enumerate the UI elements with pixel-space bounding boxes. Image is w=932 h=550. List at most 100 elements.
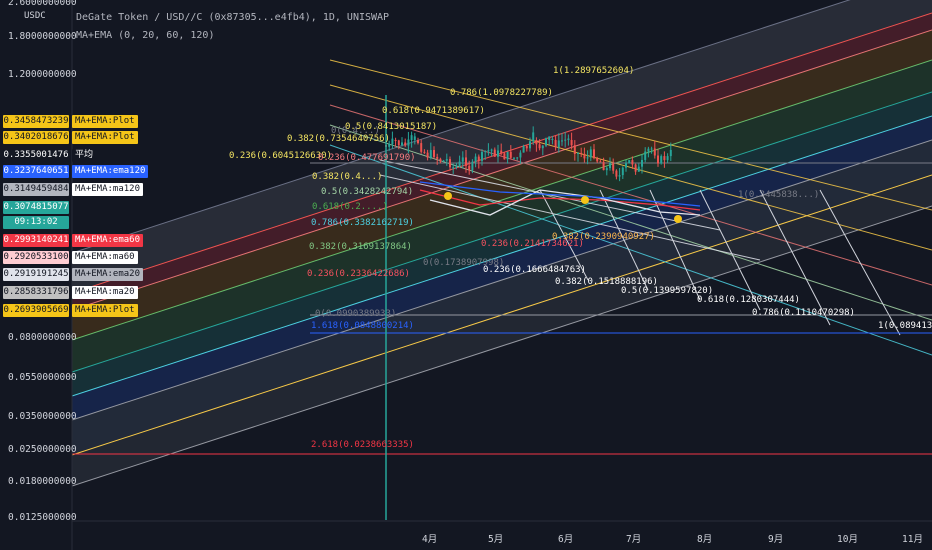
candle-body (641, 159, 643, 167)
candle-body (439, 158, 442, 162)
candle-body (426, 152, 429, 158)
candle-body (522, 146, 525, 153)
fib-retracement-label: 0.618(0.9471389617) (382, 106, 485, 116)
candle-body (567, 138, 570, 140)
candle-body (452, 167, 455, 169)
fib-retracement-label: 0.786(1.0978227789) (450, 88, 553, 98)
candle-body (548, 136, 551, 140)
x-axis-label: 10月 (837, 534, 858, 545)
candle-body (519, 152, 522, 158)
candle-body (535, 140, 538, 145)
candle-body (433, 150, 435, 157)
fan-line (329, 104, 932, 286)
signal-dot (444, 192, 452, 200)
signal-dot (674, 215, 682, 223)
candle-body (577, 152, 579, 154)
fan-line (329, 84, 932, 251)
price-badge: 0.2919191245 (3, 268, 69, 281)
fib-retracement-label: 0(0.0990389933) (315, 309, 397, 319)
candle-body (570, 140, 573, 146)
x-axis-label: 4月 (422, 534, 438, 545)
fib-retracement-label: 0.382(0.4...) (312, 172, 383, 182)
indicator-legend[interactable]: MA+EMA (0, 20, 60, 120) (76, 30, 215, 41)
price-badge-label: MA+EMA:Plot (72, 131, 138, 144)
candle-body (596, 158, 599, 162)
fib-horizontal-lines (72, 162, 932, 455)
fib-retracement-label: 2.618(0.0238663335) (311, 440, 414, 450)
unit-label: USDC (24, 11, 46, 21)
candle-body (618, 175, 621, 177)
fan-tick (819, 189, 901, 336)
candle-body (525, 146, 528, 149)
channel-band (72, 12, 932, 310)
candle-body (529, 141, 531, 149)
candle-body (394, 140, 397, 141)
chart-title[interactable]: DeGate Token / USD//C (0x87305...e4fb4),… (76, 12, 390, 23)
x-axis-label: 6月 (558, 534, 574, 545)
candle-body (497, 150, 499, 157)
candle-body (391, 138, 394, 145)
y-axis-label: 1.2000000000 (8, 69, 77, 80)
fib-fan-label: 0.786(0.1110470298) (752, 308, 855, 318)
candle-body (509, 151, 512, 158)
candle-body (615, 170, 618, 177)
fib-retracement-label: 0.236(0.477691790) (318, 153, 416, 163)
fib-retracement-label: 0.786(0.3382162719) (311, 218, 414, 228)
fib-retracement-label: 0(0.4...) (331, 126, 380, 136)
price-badge: 0.3458473239 (3, 115, 69, 128)
moving-average-lines (419, 181, 701, 223)
candle-body (551, 138, 554, 140)
fib-fan-label: 0.382(0.1518888196) (555, 277, 658, 287)
candle-body (490, 149, 493, 151)
candle-body (388, 144, 391, 147)
ma-line (419, 189, 701, 211)
fib-fan-label: 0.618(0.1280307444) (697, 295, 800, 305)
y-axis-label: 1.8000000000 (8, 31, 77, 42)
candle-body (573, 145, 576, 154)
channel-line (71, 91, 932, 373)
candle-body (468, 165, 471, 171)
fib-retracement-label: 1.618(0.0848800214) (311, 321, 414, 331)
y-axis-label: 0.0125000000 (8, 512, 77, 523)
fan-tick (599, 189, 649, 291)
channel-band (72, 59, 932, 372)
price-badge: 0.3149459484 (3, 183, 69, 196)
y-axis-label: 0.0250000000 (8, 444, 77, 455)
y-axis-label: 0.0350000000 (8, 411, 77, 422)
price-badge: 0.3355001476 (3, 149, 69, 162)
candle-body (506, 151, 509, 160)
candle-body (461, 157, 464, 162)
price-badge: 09:13:02 (3, 216, 69, 229)
candle-body (538, 144, 541, 149)
candle-body (650, 148, 653, 150)
candle-body (583, 153, 586, 159)
candle-body (657, 155, 659, 164)
price-badge: 0.3074815077 (3, 201, 69, 214)
price-badge: 0.3402018676 (3, 131, 69, 144)
candle-body (471, 161, 474, 171)
channel-band (72, 115, 932, 420)
fib-fan-label: 0.236(0.1666484763) (483, 265, 586, 275)
price-badge-label: 平均 (72, 149, 97, 162)
channel-band (72, 91, 932, 396)
channel-band (72, 139, 932, 455)
price-badge: 0.2693905669 (3, 304, 69, 317)
y-axis-label: 2.6000000000 (8, 0, 77, 8)
candle-body (612, 163, 615, 171)
x-axis-label: 5月 (488, 534, 504, 545)
fib-fan-label: 0.5(0.1399597820) (621, 286, 714, 296)
candle-body (404, 142, 407, 146)
candle-body (442, 160, 445, 162)
fib-retracement-label: 0.618(0.2....) (312, 202, 388, 212)
ma-line (419, 181, 701, 207)
candle-body (458, 161, 461, 167)
candle-body (621, 167, 624, 176)
candle-body (500, 150, 503, 154)
fib-retracement-label: 0.5(0.3428242794) (321, 187, 414, 197)
candle-body (401, 142, 403, 146)
candle-body (410, 135, 413, 140)
price-badge-label: MA+EMA:Plot (72, 304, 138, 317)
candle-body (586, 157, 589, 159)
fib-retracement-label: 0.382(0.2390940927) (552, 232, 655, 242)
